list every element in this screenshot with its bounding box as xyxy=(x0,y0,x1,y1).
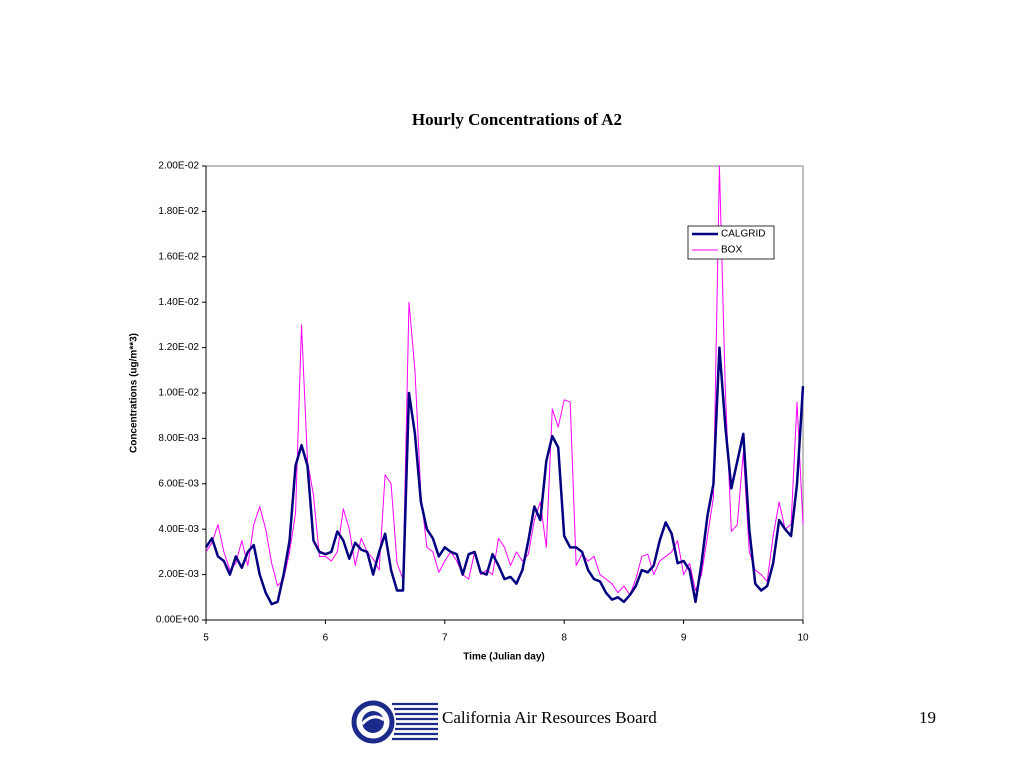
y-tick-label: 8.00E-03 xyxy=(158,433,199,444)
organization: California Air Resources Board xyxy=(442,708,657,727)
x-tick-label: 8 xyxy=(561,633,567,644)
y-tick-label: 1.60E-02 xyxy=(158,251,199,262)
y-tick-label: 1.80E-02 xyxy=(158,206,199,217)
legend-label: BOX xyxy=(721,245,742,256)
x-tick-label: 9 xyxy=(681,633,687,644)
y-tick-label: 1.40E-02 xyxy=(158,297,199,308)
x-axis-title: Time (Julian day) xyxy=(463,652,545,663)
logo xyxy=(351,700,438,744)
legend-label: CALGRID xyxy=(721,229,765,240)
y-tick-label: 6.00E-03 xyxy=(158,478,199,489)
y-tick-label: 2.00E-02 xyxy=(158,161,199,172)
x-tick-label: 7 xyxy=(442,633,448,644)
x-tick-label: 5 xyxy=(203,633,209,644)
series-line xyxy=(204,346,805,606)
page-number: 19 xyxy=(919,708,936,727)
series-line xyxy=(205,165,804,596)
y-tick-label: 1.20E-02 xyxy=(158,342,199,353)
y-tick-label: 2.00E-03 xyxy=(158,569,199,580)
y-tick-label: 1.00E-02 xyxy=(158,388,199,399)
chart-title: Hourly Concentrations of A2 xyxy=(412,110,622,129)
legend: CALGRID BOX xyxy=(687,225,775,260)
y-tick-label: 4.00E-03 xyxy=(158,524,199,535)
x-tick-label: 6 xyxy=(323,633,329,644)
y-tick-label: 0.00E+00 xyxy=(156,615,200,626)
y-axis-title: Concentrations (ug/m**3) xyxy=(129,333,140,453)
legend-box xyxy=(687,225,775,260)
x-tick-label: 10 xyxy=(797,633,809,644)
